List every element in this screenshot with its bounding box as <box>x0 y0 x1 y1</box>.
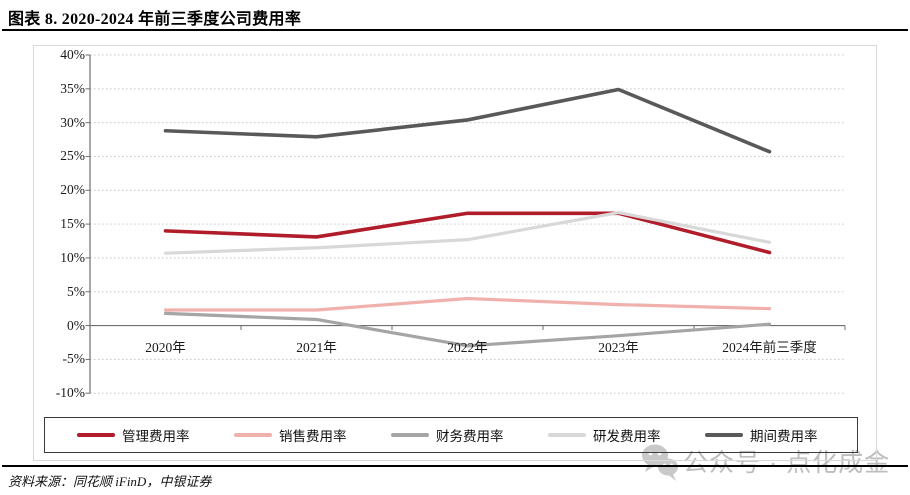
watermark-text: 公众号 · 点化成金 <box>683 449 891 477</box>
legend-item: 销售费用率 <box>234 425 391 445</box>
y-axis-tick-label: 25% <box>60 148 85 164</box>
y-axis-tick-label: -10% <box>55 385 85 401</box>
y-axis-tick-label: 15% <box>60 216 85 232</box>
legend-item: 财务费用率 <box>391 425 548 445</box>
y-axis-tick-label: 10% <box>60 249 85 265</box>
legend-swatch <box>77 433 115 437</box>
chart-frame <box>33 45 877 461</box>
y-axis-tick-label: 0% <box>67 317 85 333</box>
x-axis-tick-label: 2021年 <box>296 339 337 355</box>
wechat-icon <box>641 442 679 487</box>
y-axis-tick-label: 5% <box>67 283 85 299</box>
legend-item: 管理费用率 <box>77 425 234 445</box>
legend-label: 财务费用率 <box>436 429 504 444</box>
y-axis-tick-label: 20% <box>60 182 85 198</box>
x-axis-tick-label: 2023年 <box>598 339 639 355</box>
bottom-divider <box>2 465 908 467</box>
legend-item: 研发费用率 <box>548 425 705 445</box>
source-note: 资料来源：同花顺 iFinD，中银证券 <box>8 471 211 490</box>
legend-swatch <box>705 433 743 437</box>
x-axis-tick-label: 2022年 <box>447 339 488 355</box>
legend-label: 销售费用率 <box>279 429 347 444</box>
x-axis-tick-label: 2024年前三季度 <box>722 339 817 355</box>
legend-label: 期间费用率 <box>750 429 818 444</box>
y-axis-tick-label: 30% <box>60 114 85 130</box>
source-label: 资料来源： <box>8 474 74 489</box>
y-axis-tick-label: 35% <box>60 80 85 96</box>
title-divider <box>2 29 908 31</box>
figure-title: 图表 8. 2020-2024 年前三季度公司费用率 <box>8 11 302 28</box>
y-axis-tick-label: 40% <box>60 47 85 62</box>
source-text: 同花顺 iFinD，中银证券 <box>73 474 212 489</box>
legend-swatch <box>234 433 272 437</box>
chart-legend: 管理费用率 销售费用率 财务费用率 研发费用率 期间费用率 <box>44 417 858 453</box>
legend-swatch <box>548 433 586 437</box>
legend-swatch <box>391 433 429 437</box>
legend-label: 管理费用率 <box>122 429 190 444</box>
y-axis-tick-label: -5% <box>62 351 86 367</box>
legend-item: 期间费用率 <box>705 425 862 445</box>
legend-label: 研发费用率 <box>593 429 661 444</box>
x-axis-tick-label: 2020年 <box>145 339 186 355</box>
